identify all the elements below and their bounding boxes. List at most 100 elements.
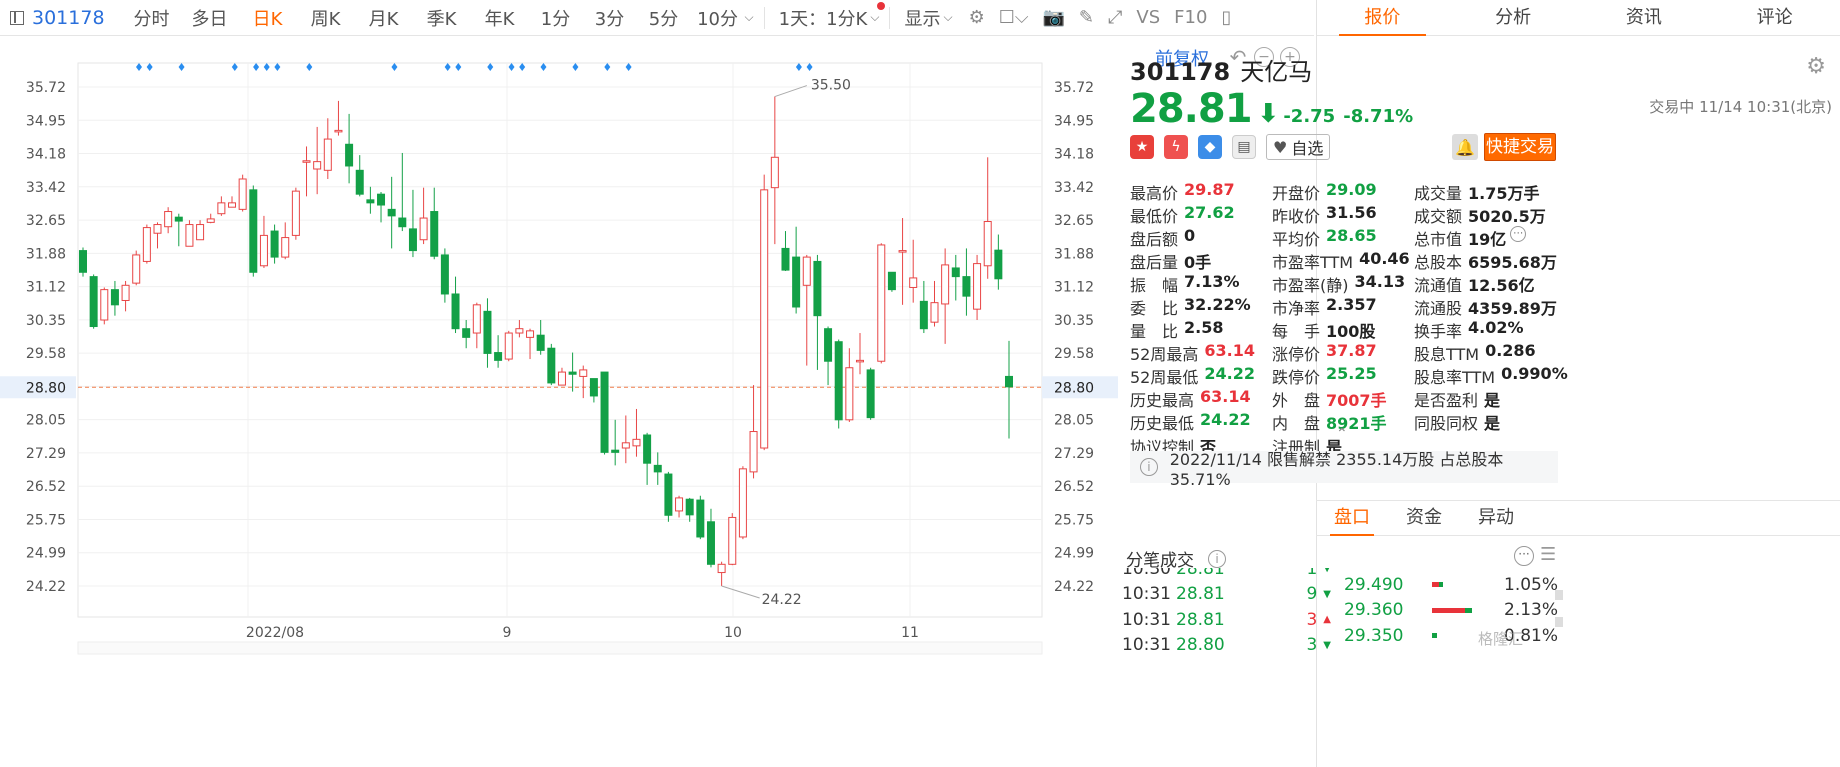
scrollbar[interactable] <box>1555 617 1563 627</box>
more-icon[interactable]: ⋯ <box>1510 225 1527 242</box>
tab-5min[interactable]: 5分 <box>648 8 679 30</box>
candle-up <box>238 178 247 210</box>
quote-cell: 市净率 2.357 <box>1272 295 1414 319</box>
trade-volume: 3 <box>1306 609 1318 630</box>
gear-icon[interactable]: ⚙ <box>1806 54 1826 79</box>
y-tick-left: 30.35 <box>26 313 66 329</box>
quote-value: 8921手 <box>1326 414 1387 434</box>
level-bar <box>1432 582 1476 588</box>
china-flag-icon[interactable]: ★ <box>1130 135 1154 159</box>
candle-down <box>919 300 928 330</box>
settings-icon[interactable]: ⚙ <box>968 7 985 28</box>
quote-value: 是 <box>1484 391 1501 411</box>
watchlist-label: 自选 <box>1291 139 1324 158</box>
tab-1min[interactable]: 1分 <box>540 8 571 30</box>
scrollbar[interactable] <box>1555 590 1563 600</box>
f10-icon[interactable]: F10 <box>1174 7 1208 28</box>
quote-cell: 最低价 27.62 <box>1130 203 1272 227</box>
zoom-in-icon[interactable]: + <box>1280 47 1300 67</box>
info-icon[interactable]: i <box>1208 549 1226 568</box>
quote-row: 52周最高 63.14 涨停价 37.87 股息TTM 0.286 <box>1130 341 1640 365</box>
display-select[interactable]: 显示 ⌵ <box>904 5 952 31</box>
candle-down <box>174 216 183 222</box>
vs-icon[interactable]: VS <box>1136 7 1161 28</box>
quote-cell: 内 盘 8921手 <box>1272 410 1414 434</box>
quick-trade-button[interactable]: 快捷交易 <box>1484 133 1556 161</box>
x-tick-label: 10 <box>724 625 742 641</box>
sidebar-toggle-icon[interactable] <box>10 10 24 25</box>
quote-panel: 报价 分析 资讯 评论 <box>1316 0 1840 767</box>
zoom-out-icon[interactable]: − <box>1254 47 1274 67</box>
panel-toggle-icon[interactable]: ▯ <box>1221 7 1232 28</box>
chevron-up-icon[interactable]: ⌃ <box>1336 426 1348 442</box>
quote-value: 2.58 <box>1184 318 1224 338</box>
trade-row: 10:31 28.80 3 ▼ <box>1122 633 1332 659</box>
tab-10min[interactable]: 10分 <box>697 8 738 30</box>
candle-up <box>877 244 886 362</box>
tab-3min[interactable]: 3分 <box>594 8 625 30</box>
tab-niank[interactable]: 年K <box>484 8 515 30</box>
quote-row: 52周最低 24.22 跌停价 25.25 股息率TTM 0.990% <box>1130 364 1640 388</box>
candle-down <box>664 473 673 516</box>
current-price-label-left: 28.80 <box>26 380 66 396</box>
fuquan-toggle[interactable]: 前复权 <box>1155 49 1209 70</box>
kline-chart[interactable]: 35.72 35.72 34.95 34.95 34.18 34.18 33.42 33.42… <box>0 37 1314 767</box>
tab-pankou[interactable]: 盘口 <box>1316 501 1388 536</box>
quote-cell: 跌停价 25.25 <box>1272 364 1414 388</box>
checkbox-icon[interactable]: ☐⌵ <box>998 7 1029 28</box>
tag-icon[interactable]: ◆ <box>1198 135 1222 159</box>
stock-title: 301178 天亿马 <box>1130 52 1312 87</box>
camera-icon[interactable]: 📷 <box>1042 7 1065 28</box>
bookmark-icon[interactable]: ▤ <box>1232 135 1256 159</box>
level-bar <box>1432 607 1476 613</box>
trade-row: 10:30 28.81 1 ▼ <box>1122 568 1332 582</box>
price-levels: 29.490 1.05% 29.360 2.13% 29.350 0.81% <box>1344 572 1560 649</box>
chevron-down-icon[interactable]: ⌵ <box>744 10 754 24</box>
quote-key: 股息率TTM <box>1414 368 1496 388</box>
fullscreen-icon[interactable]: ⤢ <box>1108 7 1123 28</box>
more-icon[interactable]: ··· <box>1514 546 1534 566</box>
tab-zijin[interactable]: 资金 <box>1406 507 1442 528</box>
tab-yuek[interactable]: 月K <box>368 8 399 30</box>
margin-trade-icon[interactable]: ϟ <box>1164 135 1188 159</box>
quote-key: 开盘价 <box>1272 183 1321 203</box>
trade-time: 10:31 <box>1122 584 1171 605</box>
tab-duori[interactable]: 多日 <box>191 8 228 30</box>
quote-cell: 流通股 4359.89万 <box>1414 295 1557 319</box>
quote-key: 换手率 <box>1414 322 1463 342</box>
tab-fenshi[interactable]: 分时 <box>133 8 170 30</box>
quote-key: 52周最低 <box>1130 368 1199 388</box>
candle-down <box>408 228 417 252</box>
quote-key: 流通股 <box>1414 299 1463 319</box>
quote-cell: 股息率TTM 0.990% <box>1414 364 1568 388</box>
period-select[interactable]: 1天：1分K ⌵ <box>779 5 880 31</box>
quote-key: 平均价 <box>1272 229 1321 249</box>
add-watchlist-button[interactable]: ♥ 自选 <box>1266 134 1331 160</box>
candle-down <box>792 256 801 308</box>
tab-zhouk[interactable]: 周K <box>310 8 341 30</box>
tab-jik[interactable]: 季K <box>426 8 457 30</box>
undo-icon[interactable]: ↶ <box>1229 45 1247 69</box>
tab-fenxi[interactable]: 分析 <box>1495 7 1532 28</box>
tab-yidong[interactable]: 异动 <box>1478 507 1514 528</box>
low-pointer <box>721 585 760 599</box>
pencil-icon[interactable]: ✎ <box>1078 7 1095 28</box>
menu-icon[interactable]: ☰ <box>1540 544 1557 565</box>
candle-up <box>632 438 641 447</box>
y-tick-left: 34.95 <box>26 113 66 129</box>
quote-value: 34.13 <box>1354 271 1406 291</box>
quote-cell: 52周最低 24.22 <box>1130 364 1272 388</box>
tab-rik[interactable]: 日K <box>252 8 283 30</box>
tab-zixun[interactable]: 资讯 <box>1625 7 1662 28</box>
quote-value: 4.02% <box>1468 318 1524 338</box>
candle-down <box>589 378 598 397</box>
bell-icon[interactable]: 🔔 <box>1452 134 1478 160</box>
trade-time: 10:31 <box>1122 635 1171 656</box>
candle-up <box>259 234 268 267</box>
tab-pinglun[interactable]: 评论 <box>1756 7 1793 28</box>
quote-row: 历史最高 63.14 外 盘 7007手 是否盈利是 <box>1130 387 1640 411</box>
tab-baojia[interactable]: 报价 <box>1317 0 1448 36</box>
candle-up <box>121 284 130 301</box>
candle-up <box>802 256 811 286</box>
